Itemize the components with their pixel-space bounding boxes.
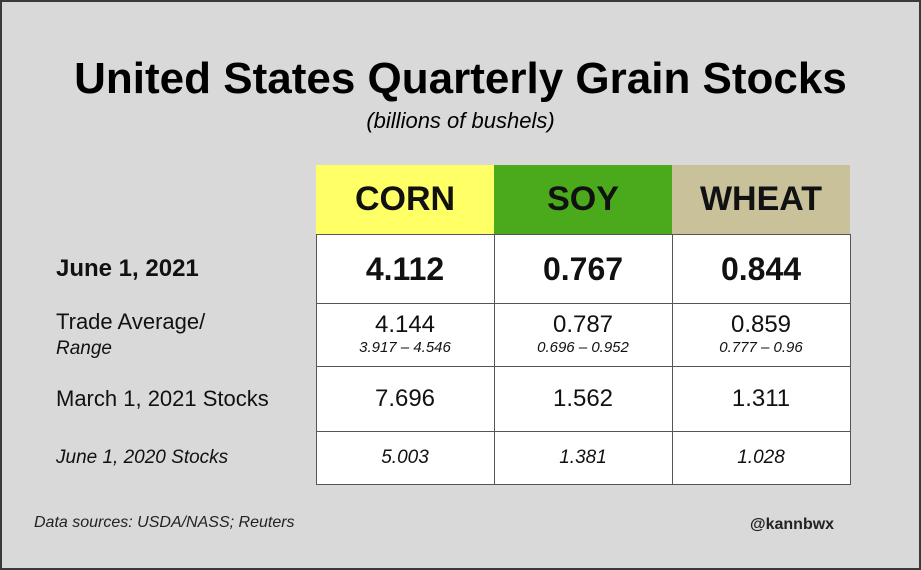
value-june-2020-corn: 5.003 — [315, 431, 495, 485]
trade-cell-corn: 4.144 3.917 – 4.546 — [315, 303, 495, 367]
trade-range-soy: 0.696 – 0.952 — [537, 339, 629, 356]
chart-subtitle: (billions of bushels) — [366, 108, 555, 133]
header-spacer — [32, 165, 316, 235]
value-june-2021-soy: 0.767 — [493, 234, 673, 304]
table-row: March 1, 2021 Stocks 7.696 1.562 1.311 — [32, 366, 851, 432]
march-corn-text: 7.696 — [374, 385, 436, 412]
table-row: June 1, 2021 4.112 0.767 0.844 — [32, 234, 851, 304]
march-soy-text: 1.562 — [552, 385, 614, 412]
range-label: Range — [56, 338, 112, 359]
table-row: June 1, 2020 Stocks 5.003 1.381 1.028 — [32, 431, 851, 485]
trade-cell-wheat: 0.859 0.777 – 0.96 — [671, 303, 851, 367]
column-header-wheat: WHEAT — [672, 165, 850, 235]
march-wheat-text: 1.311 — [731, 385, 791, 412]
chart-title: United States Quarterly Grain Stocks — [74, 54, 847, 103]
column-header-soy: SOY — [494, 165, 672, 235]
value-june-2021-corn: 4.112 — [315, 234, 495, 304]
row-label-march-2021: March 1, 2021 Stocks — [56, 386, 269, 411]
trade-cell-soy: 0.787 0.696 – 0.952 — [493, 303, 673, 367]
column-header-corn: CORN — [316, 165, 494, 235]
grain-stocks-table: CORN SOY WHEAT June 1, 2021 4.112 0.767 … — [32, 165, 851, 485]
value-june-2020-wheat: 1.028 — [671, 431, 851, 485]
author-handle: @kannbwx — [750, 516, 835, 533]
row-label-june-2021: June 1, 2021 — [56, 255, 199, 282]
trade-average-wheat: 0.859 — [730, 311, 792, 338]
value-june-2020-soy: 1.381 — [493, 431, 673, 485]
trade-average-soy: 0.787 — [552, 311, 614, 338]
value-march-2021-soy: 1.562 — [493, 366, 673, 432]
value-june-2021-wheat: 0.844 — [671, 234, 851, 304]
data-source-note: Data sources: USDA/NASS; Reuters — [34, 514, 295, 531]
trade-range-wheat: 0.777 – 0.96 — [719, 339, 803, 356]
row-label-trade-average: Trade Average/ Range — [32, 304, 316, 367]
value-march-2021-corn: 7.696 — [315, 366, 495, 432]
table-row: Trade Average/ Range 4.144 3.917 – 4.546… — [32, 303, 851, 367]
value-march-2021-wheat: 1.311 — [671, 366, 851, 432]
header-row: CORN SOY WHEAT — [32, 165, 850, 235]
trade-range-corn: 3.917 – 4.546 — [359, 339, 451, 356]
row-label-june-2020: June 1, 2020 Stocks — [56, 447, 229, 468]
trade-average-corn: 4.144 — [374, 311, 436, 338]
trade-average-label: Trade Average/ — [56, 309, 206, 334]
